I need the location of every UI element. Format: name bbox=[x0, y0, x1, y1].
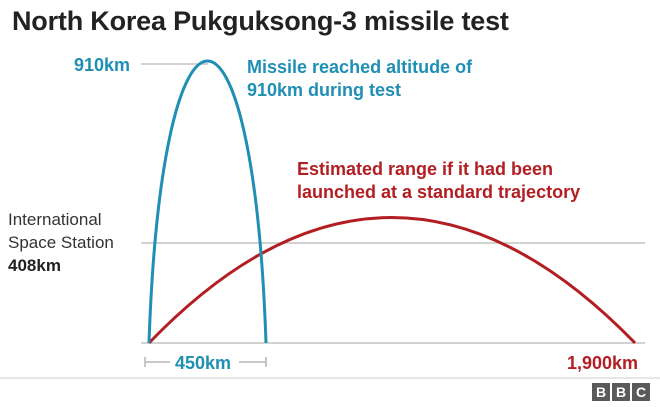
iss-label-line-1: International bbox=[8, 210, 102, 229]
bbc-logo: B B C bbox=[592, 383, 650, 401]
range-450-bracket bbox=[144, 357, 267, 367]
iss-label-line-2: Space Station bbox=[8, 233, 114, 252]
bbc-logo-block-3: C bbox=[632, 383, 650, 401]
page-title: North Korea Pukguksong-3 missile test bbox=[12, 6, 509, 36]
lofted-range-label: 450km bbox=[175, 353, 232, 373]
standard-trajectory-note: Estimated range if it had been launched … bbox=[297, 158, 580, 204]
standard-trajectory-arc bbox=[147, 216, 637, 345]
standard-note-line-2: launched at a standard trajectory bbox=[297, 182, 581, 202]
lofted-note-line-1: Missile reached altitude of bbox=[247, 57, 473, 77]
lofted-note-line-2: 910km during test bbox=[247, 80, 402, 100]
standard-range-label: 1,900km bbox=[567, 353, 639, 373]
bbc-logo-block-2: B bbox=[612, 383, 630, 401]
lofted-trajectory-note: Missile reached altitude of 910km during… bbox=[247, 56, 472, 102]
iss-altitude-value: 408km bbox=[8, 256, 61, 275]
iss-label: International Space Station 408km bbox=[8, 208, 114, 277]
peak-altitude-label: 910km bbox=[74, 55, 131, 75]
lofted-trajectory-arc bbox=[147, 59, 268, 344]
bbc-logo-block-1: B bbox=[592, 383, 610, 401]
standard-note-line-1: Estimated range if it had been bbox=[297, 159, 554, 179]
